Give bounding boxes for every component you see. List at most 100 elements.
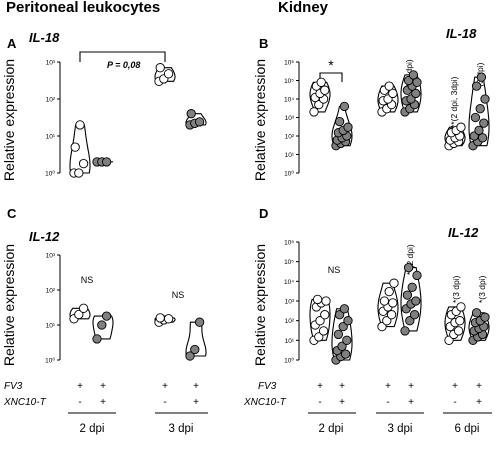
- y-tick-label: 10³: [285, 115, 295, 122]
- data-point: [334, 310, 345, 320]
- y-tick-label: 10⁰: [284, 357, 294, 365]
- panel-label-c: C: [7, 206, 17, 221]
- condition-table-left: + + + + - + - + 2 dpi 3 dpi: [68, 381, 208, 435]
- data-point: [339, 101, 350, 112]
- ns-label-c-2dpi: NS: [81, 275, 94, 285]
- y-tick-label: 10⁵: [284, 259, 294, 266]
- data-point: [382, 316, 392, 326]
- data-point: [321, 296, 331, 306]
- data-point: [314, 332, 324, 342]
- y-tick-label: 10⁶: [284, 240, 294, 247]
- dpi-label-2-left: 2 dpi: [80, 423, 105, 435]
- data-point: [101, 157, 112, 167]
- minus-sign: -: [163, 397, 166, 408]
- data-point: [312, 294, 323, 305]
- data-point: [194, 317, 205, 327]
- plot-panel-d: 10⁰ 10¹ 10² 10³ 10⁴ 10⁵ 10⁶: [284, 240, 490, 365]
- plus-sign: +: [162, 381, 168, 392]
- data-point: [155, 313, 165, 323]
- violin-outline: [377, 85, 399, 113]
- ns-label-d-2dpi: NS: [328, 265, 341, 275]
- ns-label-c-3dpi: NS: [172, 290, 185, 300]
- data-point: [407, 282, 417, 292]
- y-tick-label: 10²: [46, 97, 56, 104]
- row-label-fv3-right: FV3: [258, 381, 277, 392]
- data-point: [101, 311, 112, 321]
- violin-outline: [400, 74, 422, 113]
- bracket-a: [79, 51, 166, 62]
- data-point: [163, 314, 174, 324]
- data-point: [316, 77, 326, 87]
- data-point: [74, 309, 84, 320]
- data-point: [339, 304, 350, 314]
- data-point: [318, 326, 329, 336]
- dpi-label-3-left: 3 dpi: [169, 423, 194, 435]
- plus-sign: +: [339, 397, 345, 408]
- plus-sign: +: [193, 397, 199, 408]
- y-tick-label: 10⁰: [45, 357, 55, 365]
- y-tick-label: 10⁶: [284, 60, 294, 67]
- data-point: [78, 303, 89, 313]
- plus-sign: +: [100, 397, 106, 408]
- y-tick-label: 10³: [285, 299, 295, 306]
- violin-outline: [444, 126, 466, 147]
- y-tick-label: 10⁰: [284, 170, 294, 178]
- data-point: [343, 122, 353, 132]
- violin-outline: [69, 307, 91, 320]
- data-point: [411, 296, 421, 306]
- panel-label-a: A: [7, 36, 17, 51]
- plus-sign: +: [77, 381, 83, 392]
- data-point: [70, 142, 80, 152]
- sig-label-d-3: **(2 dpi): [405, 244, 415, 275]
- data-point: [409, 310, 420, 320]
- y-tick-label: 10⁴: [284, 97, 294, 104]
- data-point: [384, 81, 394, 91]
- dpi-label-6-right: 6 dpi: [455, 423, 480, 435]
- data-point: [479, 118, 489, 128]
- violin-outline: [92, 315, 114, 340]
- y-tick-label: 10²: [46, 288, 56, 295]
- data-point: [455, 316, 465, 326]
- y-tick-label: 10³: [46, 253, 56, 260]
- data-point: [155, 63, 165, 73]
- row-label-fv3-left: FV3: [4, 381, 23, 392]
- violin-outline: [185, 321, 207, 357]
- minus-sign: -: [78, 397, 81, 408]
- data-point: [453, 326, 464, 336]
- row-label-xnc-right: XNC10-T: [243, 397, 287, 408]
- data-point: [337, 341, 347, 351]
- plot-panel-b: 10⁰ 10¹ 10² 10³ 10⁴ 10⁵ 10⁶: [284, 60, 490, 178]
- header-kidney: Kidney: [278, 0, 329, 16]
- data-point: [403, 262, 414, 273]
- dpi-label-2-right: 2 dpi: [319, 423, 344, 435]
- data-point: [315, 316, 325, 326]
- data-point: [412, 270, 422, 281]
- gene-label-b: IL-18: [446, 26, 477, 41]
- gene-label-d: IL-12: [448, 225, 479, 240]
- y-tick-label: 10⁴: [284, 279, 294, 286]
- data-point: [190, 344, 200, 355]
- data-point: [342, 335, 352, 345]
- pvalue-label-a: P = 0,08: [107, 60, 140, 70]
- data-point: [389, 278, 399, 288]
- y-tick-label: 10⁰: [45, 170, 55, 178]
- plus-sign: +: [317, 381, 323, 392]
- data-point: [340, 349, 351, 359]
- data-point: [474, 125, 484, 136]
- minus-sign: -: [453, 397, 456, 408]
- plot-panel-c: 10⁰ 10¹ 10² 10³: [45, 253, 207, 365]
- row-label-xnc-left: XNC10-T: [3, 397, 47, 408]
- minus-sign: -: [386, 397, 389, 408]
- y-axis-label-d: Relative expression: [252, 244, 268, 366]
- plot-panel-a: 10⁰ 10¹ 10² 10³: [45, 60, 207, 178]
- data-point: [471, 81, 482, 91]
- data-point: [75, 120, 85, 130]
- sig-label-d-5: *(3 dpi): [477, 275, 487, 303]
- data-point: [400, 326, 410, 336]
- plus-sign: +: [100, 381, 106, 392]
- data-point: [185, 351, 195, 361]
- data-point: [475, 104, 485, 114]
- data-point: [456, 122, 466, 132]
- data-point: [384, 286, 394, 297]
